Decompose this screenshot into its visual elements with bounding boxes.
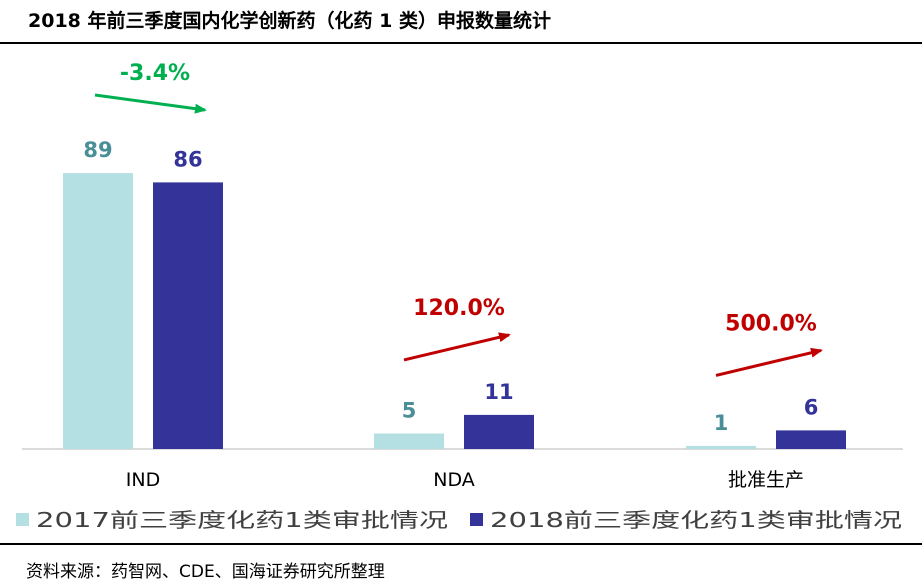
bar-批准生产-series-1 bbox=[686, 445, 756, 449]
change-arrow-批准生产 bbox=[715, 347, 823, 377]
change-label-NDA: 120.0% bbox=[413, 296, 505, 321]
bar-NDA-series-1 bbox=[374, 433, 444, 449]
change-arrow-NDA bbox=[403, 332, 511, 362]
bar-IND-series-2 bbox=[153, 182, 223, 449]
data-label-IND-series-2: 86 bbox=[173, 147, 202, 171]
data-label-NDA-series-1: 5 bbox=[402, 399, 417, 423]
title-divider bbox=[0, 42, 922, 44]
legend-label-series-2: 2018前三季度化药1类审批情况 bbox=[490, 508, 902, 532]
legend-label-series-1: 2017前三季度化药1类审批情况 bbox=[36, 508, 448, 532]
bar-IND-series-1 bbox=[63, 173, 133, 449]
bar-NDA-series-2 bbox=[464, 414, 534, 449]
source-note: 资料来源：药智网、CDE、国海证券研究所整理 bbox=[26, 562, 385, 582]
change-label-IND: -3.4% bbox=[120, 61, 190, 86]
data-label-IND-series-1: 89 bbox=[83, 138, 112, 162]
x-tick-label-1: NDA bbox=[433, 469, 475, 491]
change-arrow-IND bbox=[94, 93, 207, 114]
x-tick-label-0: IND bbox=[126, 469, 160, 491]
legend-swatch-series-1 bbox=[16, 513, 29, 526]
data-label-批准生产-series-2: 6 bbox=[804, 395, 819, 419]
legend-swatch-series-2 bbox=[470, 513, 483, 526]
change-label-批准生产: 500.0% bbox=[725, 311, 817, 336]
data-label-NDA-series-2: 11 bbox=[484, 380, 513, 404]
data-label-批准生产-series-1: 1 bbox=[714, 411, 729, 435]
x-tick-label-2: 批准生产 bbox=[728, 469, 804, 491]
bar-批准生产-series-2 bbox=[776, 430, 846, 449]
footer-divider bbox=[0, 543, 922, 545]
page-title: 2018 年前三季度国内化学创新药（化药 1 类）申报数量统计 bbox=[28, 10, 551, 32]
